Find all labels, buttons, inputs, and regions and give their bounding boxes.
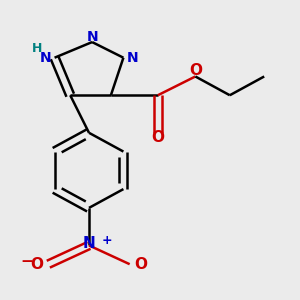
Text: O: O: [151, 130, 164, 145]
Text: O: O: [189, 63, 202, 78]
Text: N: N: [40, 51, 51, 65]
Text: O: O: [31, 257, 44, 272]
Text: N: N: [86, 30, 98, 44]
Text: −: −: [20, 254, 33, 268]
Text: N: N: [127, 51, 138, 65]
Text: H: H: [32, 42, 42, 55]
Text: N: N: [82, 236, 95, 251]
Text: +: +: [101, 234, 112, 247]
Text: O: O: [134, 257, 147, 272]
